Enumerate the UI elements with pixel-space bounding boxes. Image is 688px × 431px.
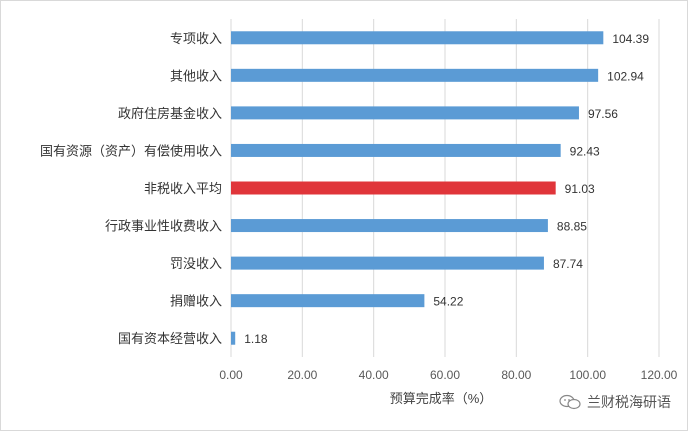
category-label: 非税收入平均 (144, 181, 222, 196)
x-tick-label: 100.00 (569, 368, 606, 382)
value-label: 1.18 (244, 332, 268, 346)
value-label: 92.43 (570, 144, 600, 158)
value-label: 102.94 (607, 69, 644, 83)
watermark-text: 兰财税海研语 (587, 394, 671, 410)
category-label: 专项收入 (170, 31, 222, 46)
category-label: 其他收入 (170, 68, 222, 83)
x-tick-label: 20.00 (287, 368, 317, 382)
x-axis-title: 预算完成率（%） (390, 391, 493, 406)
value-label: 97.56 (588, 107, 618, 121)
bar (231, 219, 548, 233)
category-label: 行政事业性收费收入 (105, 219, 222, 234)
x-tick-label: 60.00 (430, 368, 460, 382)
x-tick-label: 120.00 (641, 368, 678, 382)
x-tick-label: 80.00 (501, 368, 531, 382)
category-label: 国有资源（资产）有偿使用收入 (40, 143, 222, 158)
watermark: 兰财税海研语 (559, 392, 671, 412)
x-tick-label: 0.00 (219, 368, 243, 382)
value-label: 91.03 (565, 182, 595, 196)
value-label: 88.85 (557, 220, 587, 234)
category-label: 捐赠收入 (170, 294, 222, 309)
value-label: 87.74 (553, 257, 583, 271)
value-label: 104.39 (612, 32, 649, 46)
bar (231, 106, 579, 120)
bar (231, 256, 544, 270)
bar (231, 31, 604, 45)
bar (231, 143, 561, 157)
bar-highlight (231, 181, 556, 195)
category-label: 罚没收入 (170, 256, 222, 271)
category-label: 国有资本经营收入 (118, 331, 222, 346)
bar (231, 68, 599, 82)
bar (231, 331, 236, 345)
value-label: 54.22 (433, 295, 463, 309)
bar (231, 294, 425, 308)
wechat-icon (559, 394, 581, 410)
category-label: 政府住房基金收入 (118, 106, 222, 121)
x-tick-label: 40.00 (359, 368, 389, 382)
